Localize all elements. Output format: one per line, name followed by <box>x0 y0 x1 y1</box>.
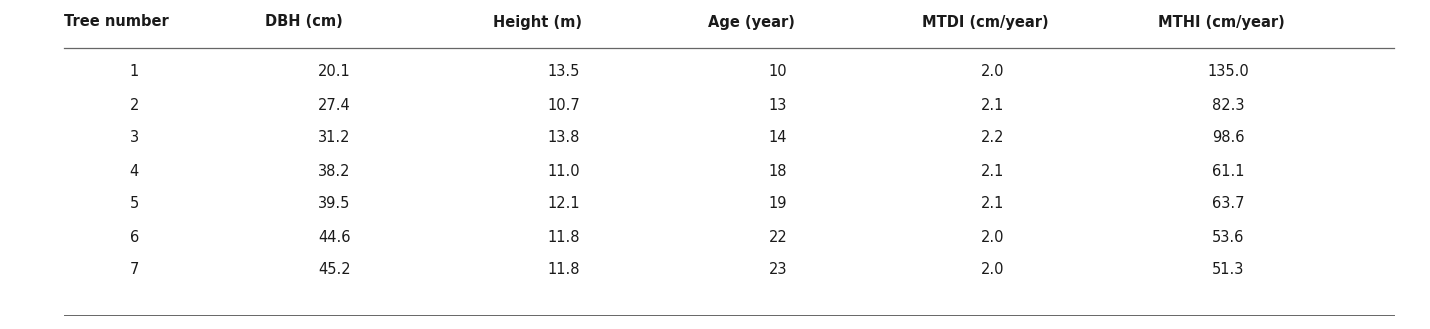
Text: Age (year): Age (year) <box>708 14 795 30</box>
Text: 19: 19 <box>769 196 786 212</box>
Text: DBH (cm): DBH (cm) <box>265 14 342 30</box>
Text: 27.4: 27.4 <box>319 97 350 113</box>
Text: 2.0: 2.0 <box>981 64 1004 80</box>
Text: 13.5: 13.5 <box>548 64 579 80</box>
Text: 98.6: 98.6 <box>1213 131 1244 145</box>
Text: 14: 14 <box>769 131 786 145</box>
Text: 10.7: 10.7 <box>548 97 579 113</box>
Text: 22: 22 <box>768 230 788 244</box>
Text: 2.0: 2.0 <box>981 230 1004 244</box>
Text: 13.8: 13.8 <box>548 131 579 145</box>
Text: 23: 23 <box>769 263 786 277</box>
Text: 4: 4 <box>130 164 139 179</box>
Text: 18: 18 <box>769 164 786 179</box>
Text: 135.0: 135.0 <box>1207 64 1250 80</box>
Text: 63.7: 63.7 <box>1213 196 1244 212</box>
Text: 38.2: 38.2 <box>319 164 350 179</box>
Text: 53.6: 53.6 <box>1213 230 1244 244</box>
Text: 82.3: 82.3 <box>1213 97 1244 113</box>
Text: 2.1: 2.1 <box>981 97 1004 113</box>
Text: 2: 2 <box>130 97 139 113</box>
Text: 7: 7 <box>130 263 139 277</box>
Text: 2.2: 2.2 <box>981 131 1004 145</box>
Text: 11.8: 11.8 <box>548 263 579 277</box>
Text: 2.0: 2.0 <box>981 263 1004 277</box>
Text: 11.0: 11.0 <box>548 164 579 179</box>
Text: 3: 3 <box>130 131 139 145</box>
Text: 20.1: 20.1 <box>319 64 350 80</box>
Text: 12.1: 12.1 <box>548 196 579 212</box>
Text: 13: 13 <box>769 97 786 113</box>
Text: 2.1: 2.1 <box>981 164 1004 179</box>
Text: MTDI (cm/year): MTDI (cm/year) <box>922 14 1050 30</box>
Text: 45.2: 45.2 <box>319 263 350 277</box>
Text: 61.1: 61.1 <box>1213 164 1244 179</box>
Text: MTHI (cm/year): MTHI (cm/year) <box>1158 14 1286 30</box>
Text: Tree number: Tree number <box>64 14 169 30</box>
Text: 2.1: 2.1 <box>981 196 1004 212</box>
Text: 11.8: 11.8 <box>548 230 579 244</box>
Text: 39.5: 39.5 <box>319 196 350 212</box>
Text: 31.2: 31.2 <box>319 131 350 145</box>
Text: 6: 6 <box>130 230 139 244</box>
Text: Height (m): Height (m) <box>493 14 582 30</box>
Text: 5: 5 <box>130 196 139 212</box>
Text: 44.6: 44.6 <box>319 230 350 244</box>
Text: 51.3: 51.3 <box>1213 263 1244 277</box>
Text: 1: 1 <box>130 64 139 80</box>
Text: 10: 10 <box>768 64 788 80</box>
